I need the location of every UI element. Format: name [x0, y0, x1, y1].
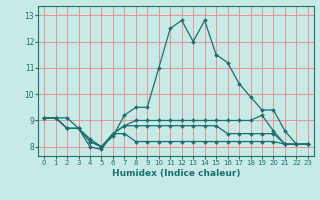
X-axis label: Humidex (Indice chaleur): Humidex (Indice chaleur)	[112, 169, 240, 178]
